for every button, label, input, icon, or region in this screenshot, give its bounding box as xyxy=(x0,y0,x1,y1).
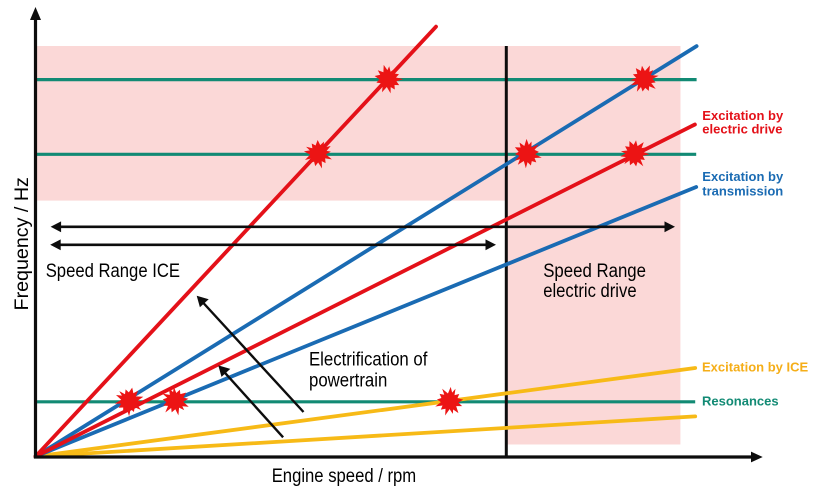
svg-text:Frequency / Hz: Frequency / Hz xyxy=(12,177,33,310)
svg-text:Resonances: Resonances xyxy=(702,393,779,408)
svg-text:electric drive: electric drive xyxy=(543,281,636,302)
svg-text:Engine speed / rpm: Engine speed / rpm xyxy=(272,466,417,487)
svg-text:Excitation by: Excitation by xyxy=(702,169,784,184)
svg-text:powertrain: powertrain xyxy=(309,371,387,392)
svg-text:Electrification of: Electrification of xyxy=(309,350,428,371)
svg-text:Speed Range: Speed Range xyxy=(543,261,646,282)
svg-text:electric drive: electric drive xyxy=(702,122,782,137)
svg-text:Speed Range ICE: Speed Range ICE xyxy=(46,261,180,282)
svg-text:Excitation by: Excitation by xyxy=(702,108,784,123)
svg-text:transmission: transmission xyxy=(702,183,783,198)
svg-text:Excitation by ICE: Excitation by ICE xyxy=(702,359,809,374)
